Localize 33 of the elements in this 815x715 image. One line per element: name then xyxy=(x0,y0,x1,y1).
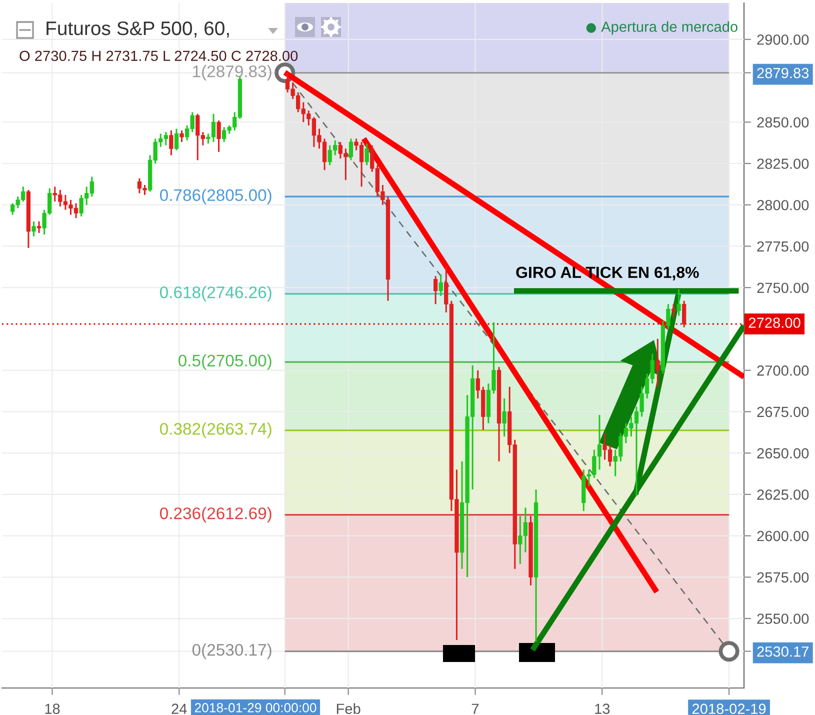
y-tick-label: 2550.00 xyxy=(757,614,809,624)
y-tick-label: 2879.83 xyxy=(757,68,809,78)
y-tick-label: 2850.00 xyxy=(757,117,809,128)
x-tick-label: Feb xyxy=(336,703,360,714)
text: 2018-01-29 00:00:00 xyxy=(194,703,316,712)
ref-line-label: 0.236(2612.69) xyxy=(160,507,272,523)
y-tick-label: 2650.00 xyxy=(757,448,809,458)
y-tick-label: 2575.00 xyxy=(757,572,809,583)
y-tick-label: 2625.00 xyxy=(757,490,809,500)
y-tick-label: 2675.00 xyxy=(757,406,809,418)
x-tick-label: 18 xyxy=(45,704,60,714)
x-tick-label: 13 xyxy=(595,704,610,714)
y-tick-label: 2530.17 xyxy=(757,646,808,657)
y-tick-label: 2800.00 xyxy=(757,200,809,210)
ref-line-label: 2728.00 xyxy=(748,318,800,328)
ref-line-label: 1(2879.83) xyxy=(193,65,272,81)
y-tick-label: 2600.00 xyxy=(757,530,809,542)
y-tick-label: 2700.00 xyxy=(757,365,809,376)
ref-line-label: 0(2530.17) xyxy=(192,644,272,660)
y-tick-label: 2775.00 xyxy=(757,241,809,252)
text: Futuros S&P 500, 60, xyxy=(46,21,229,38)
y-tick-label: 2750.00 xyxy=(757,282,809,294)
ref-line-label: 0.382(2663.74) xyxy=(160,422,272,438)
x-tick-label: 7 xyxy=(472,704,479,714)
text: O 2730.75 H 2731.75 L 2724.50 C 2728.00 xyxy=(20,50,298,62)
annotation: Apertura de mercado xyxy=(601,21,738,35)
ref-line-label: 0.786(2805.00) xyxy=(160,188,272,204)
x-tick-label: 24 xyxy=(172,704,187,714)
y-tick-label: 2900.00 xyxy=(757,34,809,45)
ref-line-label: 0.5(2705.00) xyxy=(178,354,272,370)
x-tick-label: 2018-02-19 xyxy=(692,704,766,714)
y-tick-label: 2825.00 xyxy=(757,158,809,169)
ref-line-label: 0.618(2746.26) xyxy=(160,286,272,302)
